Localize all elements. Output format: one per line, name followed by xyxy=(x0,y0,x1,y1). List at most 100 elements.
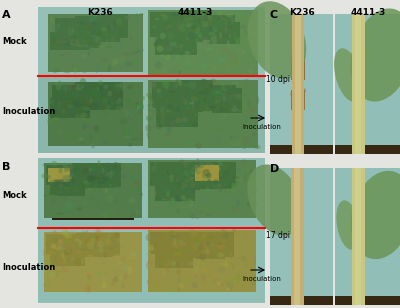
Ellipse shape xyxy=(114,276,118,282)
Ellipse shape xyxy=(82,180,88,184)
Ellipse shape xyxy=(152,82,156,89)
Ellipse shape xyxy=(77,108,82,116)
Ellipse shape xyxy=(165,41,172,49)
Ellipse shape xyxy=(113,20,116,28)
Ellipse shape xyxy=(164,134,167,137)
Ellipse shape xyxy=(173,36,177,44)
Ellipse shape xyxy=(189,257,193,261)
Ellipse shape xyxy=(192,250,194,252)
Ellipse shape xyxy=(190,38,194,46)
Ellipse shape xyxy=(193,163,200,168)
Ellipse shape xyxy=(59,180,64,182)
Text: 4411-3: 4411-3 xyxy=(350,8,386,17)
Ellipse shape xyxy=(254,256,256,262)
Ellipse shape xyxy=(72,65,77,69)
Text: Mock: Mock xyxy=(2,38,27,47)
Ellipse shape xyxy=(178,107,186,109)
Ellipse shape xyxy=(240,24,246,29)
Ellipse shape xyxy=(117,212,122,215)
Ellipse shape xyxy=(85,37,88,43)
Ellipse shape xyxy=(198,91,205,94)
Ellipse shape xyxy=(252,132,256,136)
Ellipse shape xyxy=(94,24,102,28)
Ellipse shape xyxy=(224,18,228,26)
Ellipse shape xyxy=(108,29,110,33)
Ellipse shape xyxy=(138,133,143,136)
Ellipse shape xyxy=(239,109,241,112)
Ellipse shape xyxy=(148,247,154,251)
Ellipse shape xyxy=(183,161,189,168)
Ellipse shape xyxy=(64,35,66,39)
Ellipse shape xyxy=(244,29,247,35)
Ellipse shape xyxy=(200,64,206,69)
Ellipse shape xyxy=(184,255,191,257)
Ellipse shape xyxy=(197,259,200,266)
Ellipse shape xyxy=(169,41,177,46)
Ellipse shape xyxy=(170,174,174,182)
Ellipse shape xyxy=(219,186,222,192)
Ellipse shape xyxy=(212,91,217,95)
Ellipse shape xyxy=(227,26,234,29)
Ellipse shape xyxy=(192,235,199,240)
Ellipse shape xyxy=(240,274,246,278)
Ellipse shape xyxy=(70,107,76,111)
Ellipse shape xyxy=(74,36,76,41)
Ellipse shape xyxy=(78,137,84,141)
Ellipse shape xyxy=(69,179,75,182)
Ellipse shape xyxy=(208,105,216,107)
Ellipse shape xyxy=(114,254,121,258)
Ellipse shape xyxy=(45,242,48,246)
Ellipse shape xyxy=(103,273,107,279)
Ellipse shape xyxy=(224,13,228,16)
Ellipse shape xyxy=(95,88,97,96)
Ellipse shape xyxy=(43,249,45,256)
Bar xyxy=(180,10,212,38)
Ellipse shape xyxy=(187,199,194,207)
Ellipse shape xyxy=(212,181,219,185)
Ellipse shape xyxy=(191,231,198,238)
Ellipse shape xyxy=(217,252,224,258)
Ellipse shape xyxy=(179,282,184,288)
Ellipse shape xyxy=(230,17,235,24)
Ellipse shape xyxy=(62,175,70,181)
Ellipse shape xyxy=(188,261,194,265)
Ellipse shape xyxy=(177,23,183,30)
Ellipse shape xyxy=(105,188,108,193)
Ellipse shape xyxy=(170,55,174,61)
Ellipse shape xyxy=(79,42,82,50)
Bar xyxy=(38,7,265,75)
Ellipse shape xyxy=(114,162,118,165)
Ellipse shape xyxy=(106,176,110,182)
Ellipse shape xyxy=(87,274,92,280)
Ellipse shape xyxy=(242,94,248,96)
Ellipse shape xyxy=(180,22,186,27)
Ellipse shape xyxy=(201,79,207,83)
Ellipse shape xyxy=(204,242,206,245)
Ellipse shape xyxy=(196,159,200,163)
Ellipse shape xyxy=(55,180,62,185)
Ellipse shape xyxy=(204,175,208,179)
Bar xyxy=(75,82,105,107)
Ellipse shape xyxy=(169,38,176,41)
Ellipse shape xyxy=(88,241,90,248)
Ellipse shape xyxy=(93,177,100,180)
Ellipse shape xyxy=(68,85,72,90)
Ellipse shape xyxy=(205,249,209,255)
Ellipse shape xyxy=(219,38,225,41)
Ellipse shape xyxy=(178,141,184,146)
Ellipse shape xyxy=(100,175,102,177)
Ellipse shape xyxy=(116,167,122,171)
Ellipse shape xyxy=(220,116,224,120)
Ellipse shape xyxy=(200,82,205,89)
Ellipse shape xyxy=(210,42,218,47)
Ellipse shape xyxy=(206,207,212,212)
Ellipse shape xyxy=(41,173,48,178)
Ellipse shape xyxy=(183,198,190,203)
Ellipse shape xyxy=(127,266,133,274)
Ellipse shape xyxy=(191,101,194,104)
Ellipse shape xyxy=(256,96,259,104)
Ellipse shape xyxy=(190,214,196,219)
Ellipse shape xyxy=(181,165,184,169)
Bar xyxy=(55,18,85,38)
Ellipse shape xyxy=(166,125,172,132)
